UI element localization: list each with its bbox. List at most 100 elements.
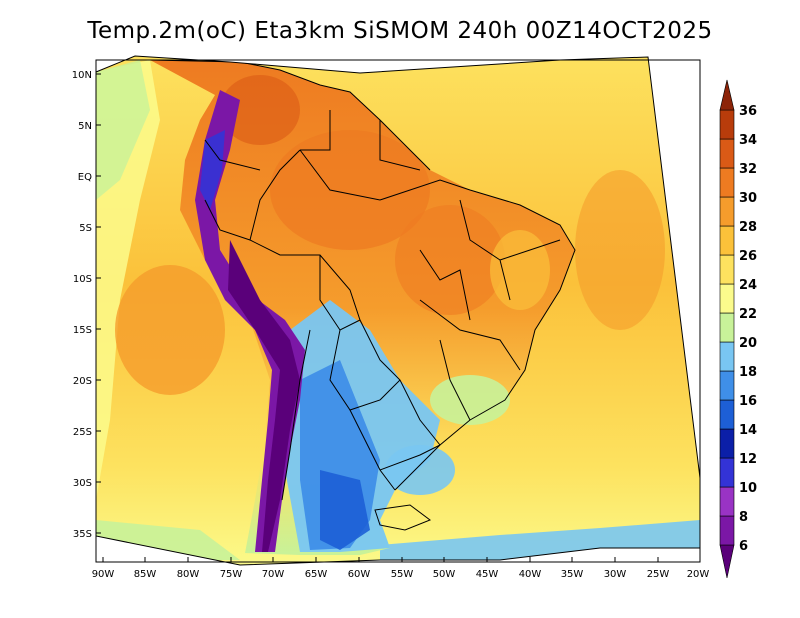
colorbar: 6 8 10 12 14 16 18 20 22 24 26 28 30 32 …	[719, 79, 757, 579]
colorbar-segment	[719, 283, 735, 314]
lat-label: EQ	[78, 172, 92, 183]
colorbar-segment	[719, 312, 735, 343]
lat-label: 5N	[78, 121, 92, 132]
colorbar-label: 16	[739, 394, 757, 409]
lon-label: 45W	[476, 569, 499, 580]
lon-label: 60W	[348, 569, 371, 580]
lat-label: 5S	[79, 223, 92, 234]
colorbar-segment	[719, 167, 735, 198]
lon-tick: 85W	[134, 557, 157, 580]
colorbar-segment	[719, 138, 735, 169]
colorbar-label: 18	[739, 365, 757, 380]
lat-label: 30S	[73, 478, 92, 489]
lon-tick: 40W	[519, 557, 542, 580]
colorbar-segment	[719, 515, 735, 546]
colorbar-label: 30	[739, 191, 757, 206]
lat-label: 25S	[73, 427, 92, 438]
colorbar-label: 10	[739, 481, 757, 496]
central-hot-zone	[395, 205, 505, 315]
colorbar-label: 26	[739, 249, 757, 264]
colorbar-segment	[719, 486, 735, 517]
lon-label: 40W	[519, 569, 542, 580]
pacific-cooler-zone	[96, 60, 150, 200]
colorbar-label: 34	[739, 133, 757, 148]
lon-tick: 80W	[177, 557, 200, 580]
lon-label: 25W	[647, 569, 670, 580]
colorbar-segment	[719, 399, 735, 430]
colorbar-label: 20	[739, 336, 757, 351]
lat-tick: 10S	[73, 274, 101, 285]
lon-label: 50W	[433, 569, 456, 580]
lat-tick: 25S	[73, 427, 101, 438]
lat-label: 35S	[73, 529, 92, 540]
lon-label: 80W	[177, 569, 200, 580]
pampas-cold-zone	[320, 470, 370, 550]
lon-label: 70W	[262, 569, 285, 580]
colorbar-segment	[719, 225, 735, 256]
lat-tick: 30S	[73, 478, 101, 489]
colorbar-segment	[719, 457, 735, 488]
lon-label: 30W	[604, 569, 627, 580]
lat-tick: 5N	[78, 121, 101, 132]
lon-tick: 20W	[687, 557, 710, 580]
latitude-axis: 10N 5N EQ 5S 10S 15S 20S 25S 30S 35S	[72, 70, 101, 540]
lat-tick: 35S	[73, 529, 101, 540]
colombia-hot-zone	[220, 75, 300, 145]
longitude-axis: 90W 85W 80W 75W 70W 65W 60W 55W 50W 45W …	[92, 557, 710, 580]
colorbar-segments	[719, 79, 735, 579]
colorbar-label: 36	[739, 104, 757, 119]
lon-tick: 30W	[604, 557, 627, 580]
colorbar-labels: 6 8 10 12 14 16 18 20 22 24 26 28 30 32 …	[739, 104, 757, 554]
map-title: Temp.2m(oC) Eta3km SiSMOM 240h 00Z14OCT2…	[87, 18, 713, 44]
lat-tick: 15S	[73, 325, 101, 336]
lat-tick: 10N	[72, 70, 101, 81]
lon-tick: 60W	[348, 557, 371, 580]
rio-grande-cool-zone	[385, 445, 455, 495]
colorbar-label: 14	[739, 423, 757, 438]
lon-label: 85W	[134, 569, 157, 580]
amazon-hot-zone	[270, 130, 430, 250]
south-america-land	[150, 60, 575, 555]
colorbar-label: 24	[739, 278, 757, 293]
lon-label: 65W	[305, 569, 328, 580]
colorbar-label: 8	[739, 510, 748, 525]
lat-label: 15S	[73, 325, 92, 336]
lon-tick: 70W	[262, 557, 285, 580]
colorbar-label: 28	[739, 220, 757, 235]
lon-tick: 75W	[220, 557, 243, 580]
lon-tick: 65W	[305, 557, 328, 580]
lon-label: 20W	[687, 569, 710, 580]
lat-label: 10N	[72, 70, 92, 81]
colorbar-label: 12	[739, 452, 757, 467]
colorbar-label: 22	[739, 307, 757, 322]
colorbar-label: 32	[739, 162, 757, 177]
atlantic-warm-zone	[575, 170, 665, 330]
map-field	[96, 56, 700, 565]
map-frame	[95, 59, 701, 563]
northeast-zone	[490, 230, 550, 310]
lon-label: 35W	[561, 569, 584, 580]
lat-label: 10S	[73, 274, 92, 285]
lon-tick: 45W	[476, 557, 499, 580]
lat-tick: EQ	[78, 172, 101, 183]
lon-tick: 25W	[647, 557, 670, 580]
colorbar-max-triangle	[719, 79, 735, 111]
lat-label: 20S	[73, 376, 92, 387]
lon-label: 90W	[92, 569, 115, 580]
colorbar-min-triangle	[719, 544, 735, 579]
southeast-mild-zone	[430, 375, 510, 425]
lon-label: 75W	[220, 569, 243, 580]
lon-tick: 50W	[433, 557, 456, 580]
lon-label: 55W	[391, 569, 414, 580]
andes-peaks	[228, 240, 300, 552]
country-borders	[149, 59, 576, 531]
andes-north-cold	[200, 130, 225, 210]
colorbar-segment	[719, 254, 735, 285]
colorbar-segment	[719, 109, 735, 140]
colorbar-segment	[719, 341, 735, 372]
pacific-warm-pool	[115, 265, 225, 395]
lon-tick: 90W	[92, 557, 115, 580]
lon-tick: 35W	[561, 557, 584, 580]
colorbar-label: 6	[739, 539, 748, 554]
